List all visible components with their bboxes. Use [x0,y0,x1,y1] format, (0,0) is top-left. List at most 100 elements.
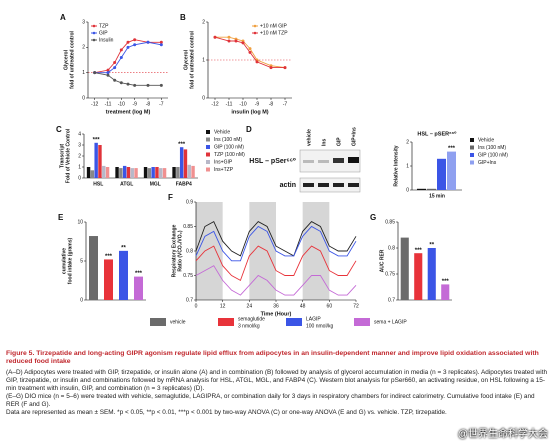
y-tick-label: 1 [82,70,85,76]
dark-phase [196,202,223,300]
y-tick-label: 2 [78,153,81,159]
legend-swatch [206,137,210,142]
legend-swatch [470,160,474,165]
point [234,39,238,43]
caption-text: (A–D) Adipocytes were treated with GIP, … [6,369,548,392]
y-tick-label: 0 [78,175,81,181]
significance: *** [442,279,450,285]
legend-swatch [286,318,302,326]
legend-label: +10 nM TZP [260,30,288,36]
legend-label: +10 nM GIP [260,23,287,29]
point [159,40,163,44]
y-tick-label: 0.75 [183,273,193,279]
bar [115,167,119,178]
bar [417,188,426,190]
bar [102,165,106,178]
legend-label: GIP (100 nM) [478,152,508,158]
point [227,39,231,43]
watermark: @世界生命科学大会 [457,429,548,440]
y-tick-label: 0 [80,297,83,303]
point [133,43,137,47]
caption-text: Data are represented as mean ± SEM. *p <… [6,409,447,416]
point [146,40,150,44]
point [227,35,231,39]
bar [427,188,436,190]
y-tick-label: 0 [82,95,85,101]
legend-swatch [354,318,370,326]
bar [176,167,180,178]
legend-swatch [470,138,474,142]
point [106,71,110,75]
panel-label: D [246,125,252,134]
x-tick-label: 24 [247,303,253,309]
legend-label: Insulin [99,37,114,43]
lane-label: vehicle [306,129,312,146]
point [113,78,117,82]
legend-swatch [206,167,210,172]
legend-marker [92,31,96,35]
legend-label: TZP (100 nM) [214,152,245,158]
legend-swatch [206,130,210,134]
y-tick-label: 1 [406,163,409,169]
bar [134,168,138,178]
y-axis-label: Respiratory Exchange [171,224,177,277]
y-tick-label: 0.85 [183,224,193,230]
series-line [195,245,357,282]
bar [400,237,409,300]
legend-swatch [470,145,474,150]
bar [172,167,176,178]
y-tick-label: 2 [406,139,409,145]
significance: *** [178,142,186,148]
bar [151,167,155,178]
panel-label: A [60,13,66,22]
bar [89,236,98,300]
x-tick-label: -8 [146,101,151,107]
point [106,73,110,77]
point [213,35,217,39]
point [146,83,150,87]
y-tick-label: 0.85 [385,219,395,225]
bar [143,167,148,178]
series-line [195,265,357,296]
lane-label: GIP+Ins [351,127,357,146]
y-axis-label: fold of untreated control [69,31,75,89]
significance: ** [429,243,434,249]
point [113,66,117,70]
point [93,71,97,75]
y-axis-label: Fold of Vehicle Control [65,128,71,183]
bar [126,167,131,178]
y-tick-label: 0.75 [385,271,395,277]
significance: *** [105,254,113,260]
caption-text: (E–G) DIO mice (n = 5–6) were treated wi… [6,393,535,408]
x-tick-label: -9 [255,101,260,107]
point [159,43,163,47]
legend-label: Ins (100 nM) [478,145,506,151]
lane-label: Ins [321,139,327,146]
x-tick-label: -7 [283,101,288,107]
point [241,41,245,45]
bar [179,147,184,178]
point [269,66,273,70]
x-tick-label: 72 [353,303,359,309]
x-tick-label: 0 [195,303,198,309]
y-axis-label: Ratio (VCO₂/VO₂) [177,230,183,271]
panel-label: G [370,213,376,222]
legend-label: GIP [99,30,108,36]
series-line [195,220,357,257]
bar [122,165,127,178]
x-axis-label: Time (Hour) [261,311,292,317]
y-tick-label: 2 [202,19,205,25]
x-tick-label: 48 [300,303,306,309]
caption: Figure 5. Tirzepatide and long-acting GI… [6,350,548,417]
bar [183,149,188,178]
significance: ** [121,245,126,251]
significance: *** [415,248,423,254]
y-tick-label: 10 [77,219,83,225]
bar [437,158,446,190]
bar [147,168,152,178]
chart-title: HSL – pSER⁶⁶⁰ [417,130,457,137]
y-tick-label: 1 [202,57,205,63]
x-axis-label: treatment (log M) [106,109,151,115]
point [283,66,287,70]
